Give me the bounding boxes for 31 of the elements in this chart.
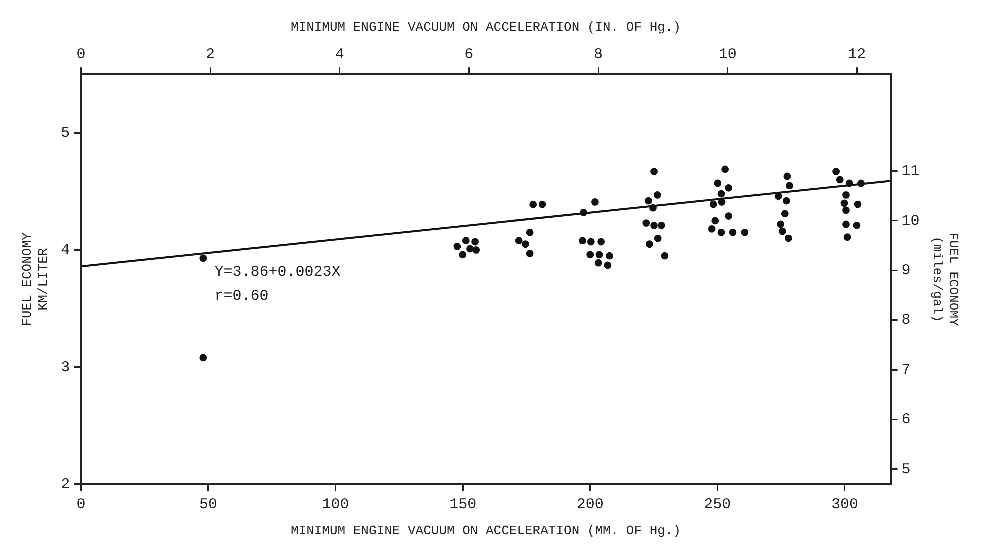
y2-tick-label: 9 xyxy=(902,262,911,280)
x-tick-label: 200 xyxy=(576,496,604,514)
y2-tick-label: 11 xyxy=(902,163,920,180)
x-tick-label: 100 xyxy=(322,496,350,514)
x2-tick-label: 10 xyxy=(718,46,737,64)
annotation: Y=3.86+0.0023X xyxy=(214,264,341,282)
y-axis-title: FUEL ECONOMY KM/LITER xyxy=(20,232,51,326)
x-axis-title: MINIMUM ENGINE VACUUM ON ACCELERATION (MM. OF Hg.) xyxy=(290,524,682,539)
x2-tick-label: 4 xyxy=(335,46,344,64)
x2-tick-label: 12 xyxy=(848,46,866,64)
y2-tick-label: 10 xyxy=(902,212,920,230)
y-tick-label: 3 xyxy=(61,359,70,376)
x2-axis-title: MINIMUM ENGINE VACUUM ON ACCELERATION (IN. OF Hg.) xyxy=(290,20,682,36)
y-tick-label: 5 xyxy=(61,125,70,142)
x2-tick-label: 2 xyxy=(206,46,216,64)
y2-tick-label: 8 xyxy=(902,312,911,330)
x-tick-label: 250 xyxy=(704,496,732,514)
x2-tick-label: 8 xyxy=(594,46,604,64)
y-tick-label: 4 xyxy=(61,242,70,260)
annotation: r=0.60 xyxy=(214,288,269,306)
x2-tick-label: 0 xyxy=(76,46,86,64)
y2-tick-label: 7 xyxy=(902,362,911,379)
x-tick-label: 150 xyxy=(450,496,477,514)
y2-tick-label: 6 xyxy=(902,412,911,429)
x-tick-label: 0 xyxy=(76,496,86,514)
x-tick-label: 50 xyxy=(199,496,218,514)
x2-tick-label: 6 xyxy=(464,46,474,64)
y2-tick-label: 5 xyxy=(902,461,911,478)
y-tick-label: 2 xyxy=(61,476,70,494)
x-tick-label: 300 xyxy=(831,496,858,514)
y2-axis-title: FUEL ECONOMY (miles/gal) xyxy=(930,232,961,326)
